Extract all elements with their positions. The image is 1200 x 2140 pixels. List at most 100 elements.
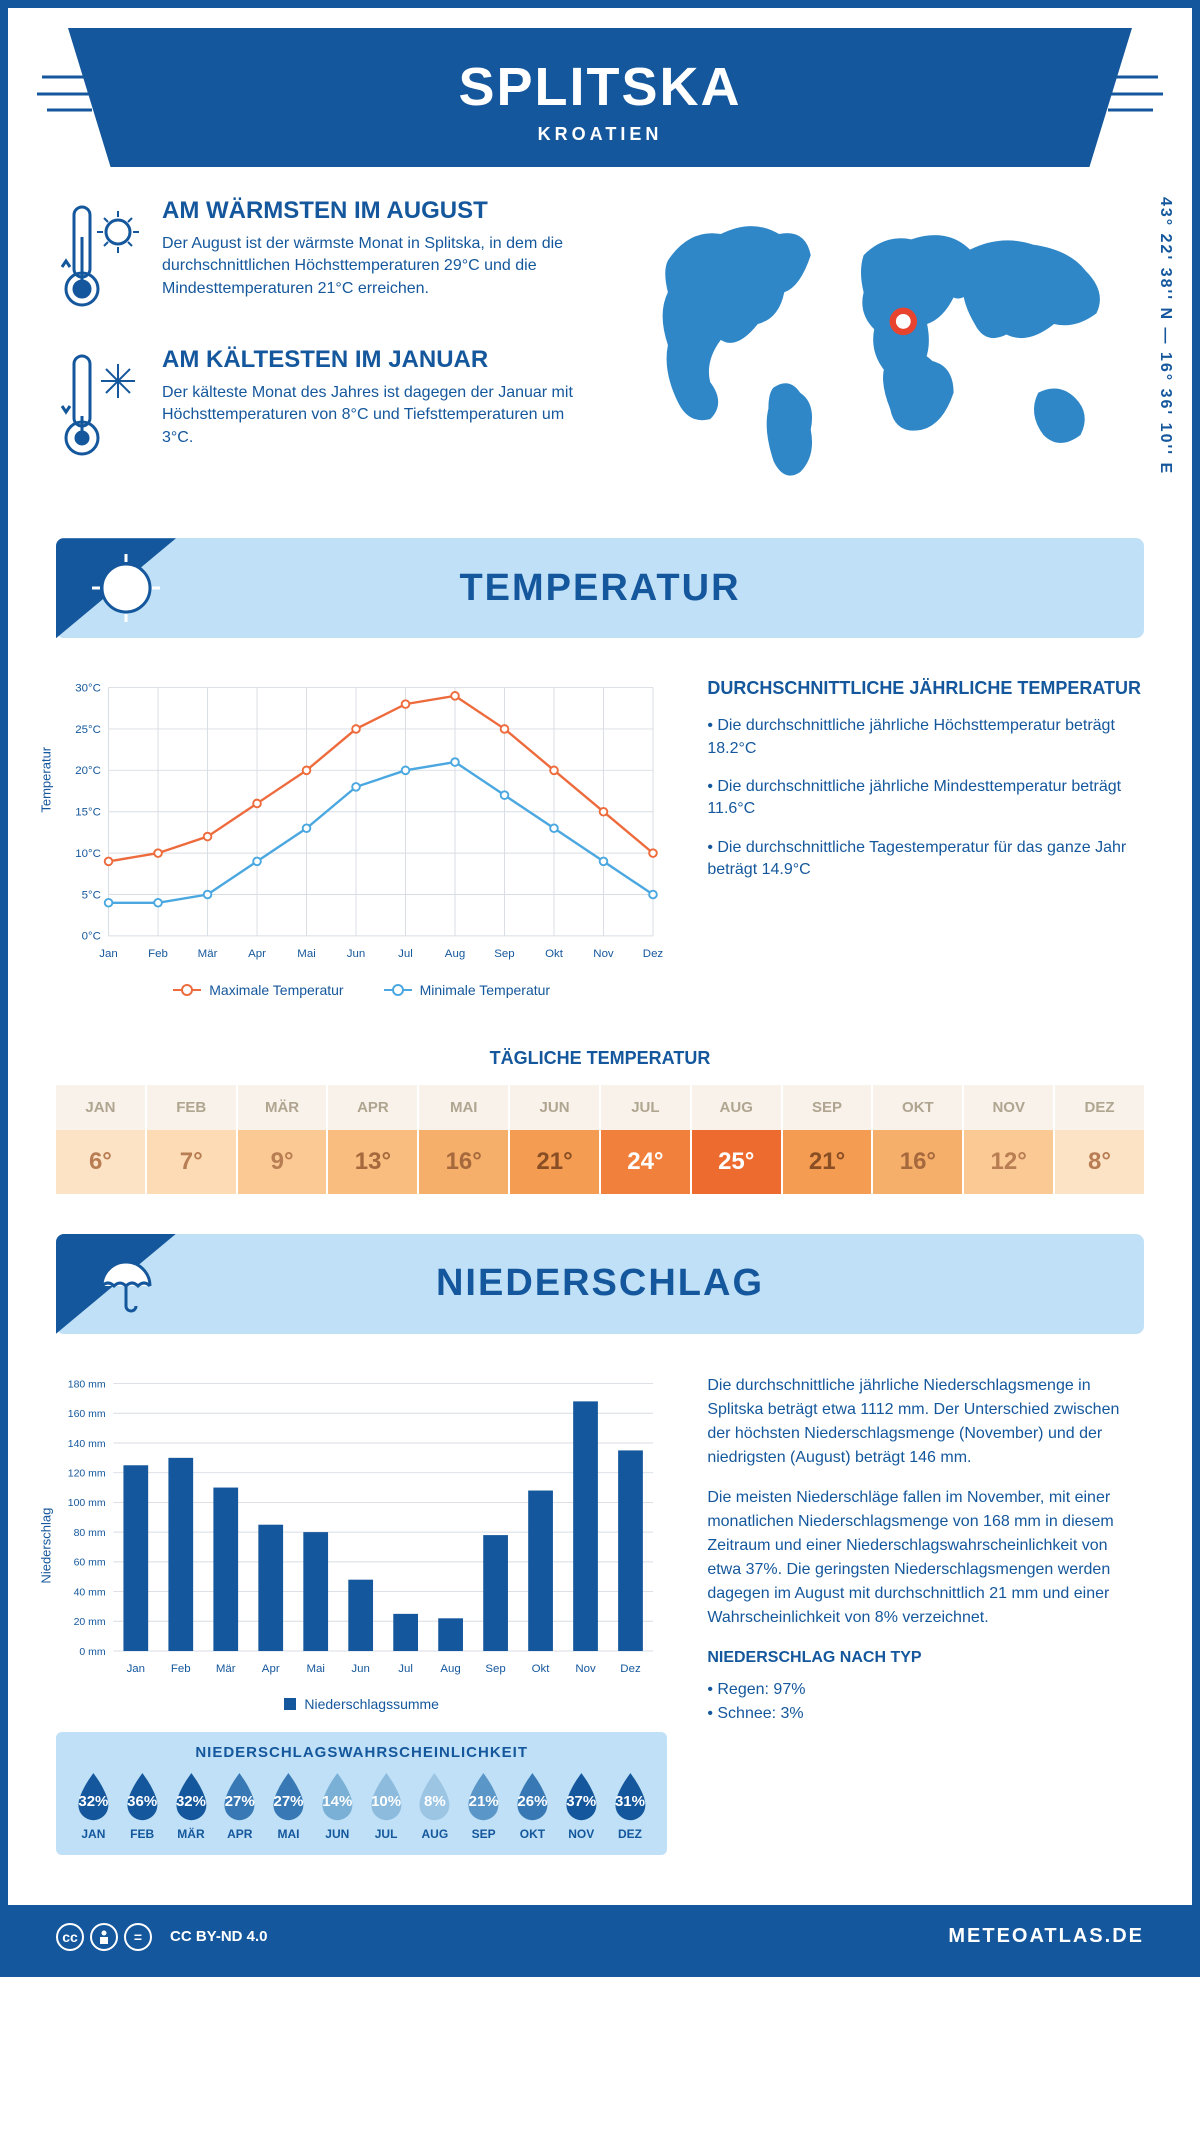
svg-text:0°C: 0°C [82,931,101,943]
svg-text:Sep: Sep [494,948,514,960]
daily-cell: MÄR9° [238,1085,327,1194]
daily-cell: DEZ8° [1055,1085,1144,1194]
daily-cell: SEP21° [783,1085,872,1194]
prob-item: 14%JUN [316,1771,359,1840]
svg-text:Mär: Mär [216,1663,236,1675]
prob-item: 32%JAN [72,1771,115,1840]
svg-text:Dez: Dez [643,948,664,960]
precip-banner-title: NIEDERSCHLAG [436,1262,764,1305]
daily-cell: JUN21° [510,1085,599,1194]
svg-text:Aug: Aug [440,1663,460,1675]
svg-text:Mär: Mär [198,948,218,960]
svg-text:Mai: Mai [306,1663,324,1675]
svg-text:20 mm: 20 mm [74,1616,106,1628]
svg-text:0 mm: 0 mm [79,1646,106,1658]
attribution-icon [90,1923,118,1951]
temp-bullet: • Die durchschnittliche jährliche Mindes… [707,776,1144,821]
precip-rain: • Regen: 97% [707,1678,1144,1702]
svg-text:180 mm: 180 mm [68,1378,106,1390]
legend-max: Maximale Temperatur [209,982,343,998]
precipitation-chart: 0 mm20 mm40 mm60 mm80 mm100 mm120 mm140 … [56,1374,667,1680]
precip-para1: Die durchschnittliche jährliche Niedersc… [707,1374,1144,1470]
legend-min: Minimale Temperatur [420,982,550,998]
daily-cell: OKT16° [873,1085,962,1194]
daily-cell: FEB7° [147,1085,236,1194]
prob-item: 21%SEP [462,1771,505,1840]
temp-bullet: • Die durchschnittliche jährliche Höchst… [707,715,1144,760]
svg-text:Jul: Jul [398,948,413,960]
temp-y-label: Temperatur [39,747,54,813]
temp-bullet: • Die durchschnittliche Tagestemperatur … [707,837,1144,882]
prob-item: 8%AUG [413,1771,456,1840]
precip-type-title: NIEDERSCHLAG NACH TYP [707,1646,1144,1670]
daily-cell: JUL24° [601,1085,690,1194]
daily-cell: NOV12° [964,1085,1053,1194]
svg-text:20°C: 20°C [75,765,101,777]
precip-legend-label: Niederschlagssumme [304,1696,439,1712]
coldest-title: AM KÄLTESTEN IM JANUAR [162,346,585,374]
temperature-banner: TEMPERATUR [56,538,1144,638]
svg-text:5°C: 5°C [82,890,101,902]
precip-snow: • Schnee: 3% [707,1702,1144,1726]
prob-item: 36%FEB [121,1771,164,1840]
temp-legend: .legend-item:nth-child(1) .legend-swatch… [56,982,667,998]
svg-text:80 mm: 80 mm [74,1527,106,1539]
svg-text:Dez: Dez [620,1663,641,1675]
svg-text:15°C: 15°C [75,807,101,819]
svg-text:120 mm: 120 mm [68,1467,106,1479]
svg-text:Mai: Mai [297,948,315,960]
svg-text:Okt: Okt [545,948,564,960]
thermometer-snow-icon [56,346,146,471]
svg-text:30°C: 30°C [75,683,101,695]
svg-text:Jan: Jan [127,1663,145,1675]
svg-text:10°C: 10°C [75,848,101,860]
svg-text:160 mm: 160 mm [68,1408,106,1420]
country-name: KROATIEN [68,124,1132,145]
temp-desc-title: DURCHSCHNITTLICHE JÄHRLICHE TEMPERATUR [707,678,1144,699]
svg-text:Nov: Nov [593,948,614,960]
thermometer-sun-icon [56,197,146,322]
svg-text:Aug: Aug [445,948,465,960]
prob-item: 32%MÄR [170,1771,213,1840]
svg-text:Feb: Feb [171,1663,191,1675]
precipitation-banner: NIEDERSCHLAG [56,1234,1144,1334]
sun-icon [88,550,164,631]
coldest-block: AM KÄLTESTEN IM JANUAR Der kälteste Mona… [56,346,585,471]
svg-text:Sep: Sep [485,1663,505,1675]
probability-panel: NIEDERSCHLAGSWAHRSCHEINLICHKEIT 32%JAN36… [56,1732,667,1854]
svg-text:140 mm: 140 mm [68,1438,106,1450]
svg-text:60 mm: 60 mm [74,1556,106,1568]
coordinates: 43° 22' 38'' N — 16° 36' 10'' E [1156,197,1174,475]
city-name: SPLITSKA [68,56,1132,118]
temp-banner-title: TEMPERATUR [459,567,740,610]
daily-cell: AUG25° [692,1085,781,1194]
prob-item: 27%MAI [267,1771,310,1840]
nd-icon: = [124,1923,152,1951]
prob-item: 31%DEZ [609,1771,652,1840]
prob-item: 10%JUL [365,1771,408,1840]
header-banner: SPLITSKA KROATIEN [68,28,1132,167]
svg-text:Apr: Apr [262,1663,280,1675]
warmest-text: Der August ist der wärmste Monat in Spli… [162,233,585,300]
svg-text:25°C: 25°C [75,724,101,736]
svg-text:Jul: Jul [398,1663,413,1675]
warmest-title: AM WÄRMSTEN IM AUGUST [162,197,585,225]
footer: cc = CC BY-ND 4.0 METEOATLAS.DE [8,1905,1192,1969]
daily-title: TÄGLICHE TEMPERATUR [8,1048,1192,1069]
site-name: METEOATLAS.DE [948,1925,1144,1948]
cc-icon: cc [56,1923,84,1951]
world-map [615,197,1144,493]
svg-text:Jun: Jun [351,1663,369,1675]
location-marker [893,311,914,332]
precip-legend: Niederschlagssumme [56,1696,667,1712]
prob-title: NIEDERSCHLAGSWAHRSCHEINLICHKEIT [72,1744,651,1761]
umbrella-icon [88,1246,164,1327]
svg-text:Feb: Feb [148,948,168,960]
svg-text:100 mm: 100 mm [68,1497,106,1509]
daily-cell: MAI16° [419,1085,508,1194]
prob-item: 27%APR [218,1771,261,1840]
coldest-text: Der kälteste Monat des Jahres ist dagege… [162,382,585,449]
precip-y-label: Niederschlag [39,1508,54,1584]
svg-text:Nov: Nov [575,1663,596,1675]
svg-text:Jan: Jan [99,948,117,960]
